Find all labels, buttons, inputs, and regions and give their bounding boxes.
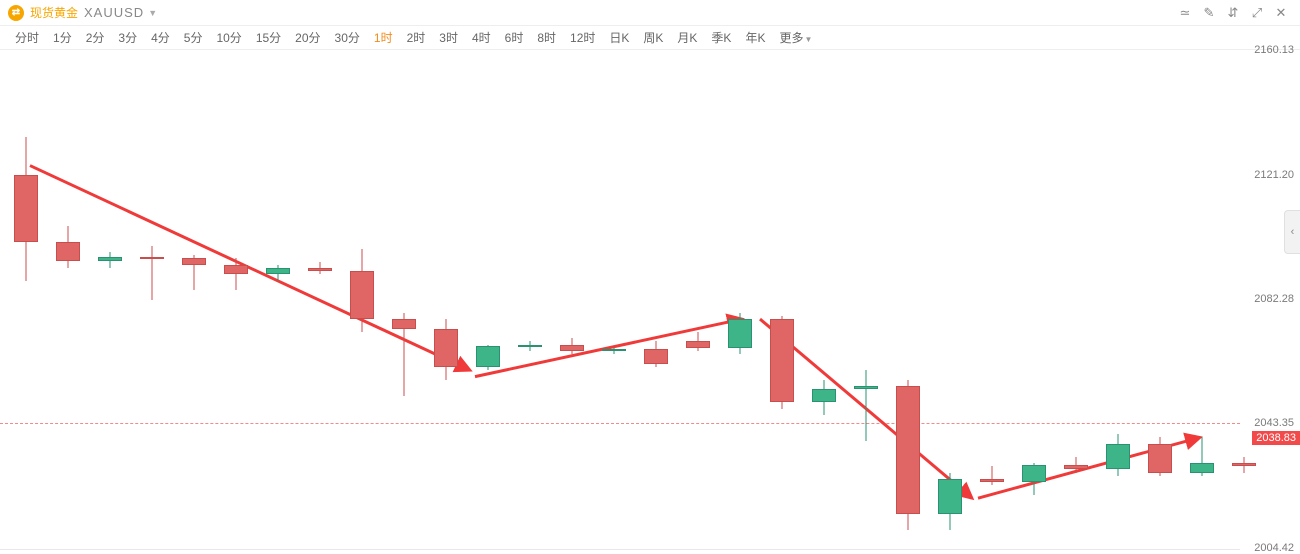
candle[interactable]: [728, 50, 752, 548]
y-axis: 2038.83 2160.132121.202082.282043.352004…: [1240, 50, 1300, 548]
timeframe-月K[interactable]: 月K: [672, 29, 702, 46]
timeframe-8时[interactable]: 8时: [532, 29, 561, 46]
candle[interactable]: [770, 50, 794, 548]
candle[interactable]: [812, 50, 836, 548]
candle[interactable]: [392, 50, 416, 548]
close-icon[interactable]: ✕: [1270, 3, 1292, 23]
timeframe-3分[interactable]: 3分: [113, 29, 142, 46]
candle[interactable]: [1064, 50, 1088, 548]
timeframe-1分[interactable]: 1分: [48, 29, 77, 46]
chevron-left-icon: ‹: [1291, 226, 1295, 238]
candle[interactable]: [560, 50, 584, 548]
timeframe-日K[interactable]: 日K: [604, 29, 634, 46]
header-tools: ≃✎⇵⤢✕: [1174, 3, 1292, 23]
timeframe-12时[interactable]: 12时: [565, 29, 600, 46]
expand-sidebar-tab[interactable]: ‹: [1284, 210, 1300, 254]
candle[interactable]: [1022, 50, 1046, 548]
candle[interactable]: [938, 50, 962, 548]
timeframe-4时[interactable]: 4时: [467, 29, 496, 46]
candle[interactable]: [854, 50, 878, 548]
timeframe-6时[interactable]: 6时: [500, 29, 529, 46]
symbol-ticker: XAUUSD: [84, 5, 144, 20]
timeframe-2时[interactable]: 2时: [402, 29, 431, 46]
chart-canvas[interactable]: [0, 50, 1240, 548]
timeframe-3时[interactable]: 3时: [434, 29, 463, 46]
fullscreen-icon[interactable]: ⤢: [1246, 3, 1268, 23]
candle[interactable]: [1190, 50, 1214, 548]
y-tick-label: 2004.42: [1254, 542, 1294, 554]
timeframe-分时[interactable]: 分时: [10, 29, 44, 46]
candle[interactable]: [140, 50, 164, 548]
candle[interactable]: [98, 50, 122, 548]
current-price-tag: 2038.83: [1252, 431, 1300, 445]
candle[interactable]: [434, 50, 458, 548]
line-tool-icon[interactable]: ≃: [1174, 3, 1196, 23]
timeframe-15分[interactable]: 15分: [251, 29, 286, 46]
timeframe-季K[interactable]: 季K: [706, 29, 736, 46]
symbol-icon: ⇄: [8, 5, 24, 21]
y-tick-label: 2121.20: [1254, 169, 1294, 181]
y-tick-label: 2043.35: [1254, 417, 1294, 429]
candle[interactable]: [686, 50, 710, 548]
y-tick-label: 2160.13: [1254, 44, 1294, 56]
candle[interactable]: [476, 50, 500, 548]
timeframe-周K[interactable]: 周K: [638, 29, 668, 46]
timeframe-4分[interactable]: 4分: [146, 29, 175, 46]
timeframe-5分[interactable]: 5分: [179, 29, 208, 46]
timeframe-2分[interactable]: 2分: [81, 29, 110, 46]
candle[interactable]: [1106, 50, 1130, 548]
candle[interactable]: [308, 50, 332, 548]
candle[interactable]: [350, 50, 374, 548]
timeframe-30分[interactable]: 30分: [330, 29, 365, 46]
adjust-icon[interactable]: ⇵: [1222, 3, 1244, 23]
edit-icon[interactable]: ✎: [1198, 3, 1220, 23]
timeframe-bar: 分时1分2分3分4分5分10分 15分20分 30分1时2时3时4时6时8时12时日…: [0, 26, 1300, 50]
candle[interactable]: [518, 50, 542, 548]
timeframe-1时[interactable]: 1时: [369, 29, 398, 46]
candle[interactable]: [182, 50, 206, 548]
symbol-name[interactable]: 现货黄金: [30, 4, 78, 21]
candle[interactable]: [896, 50, 920, 548]
candle[interactable]: [266, 50, 290, 548]
candle[interactable]: [1148, 50, 1172, 548]
timeframe-更多[interactable]: 更多▼: [774, 29, 817, 46]
symbol-dropdown-caret[interactable]: ▼: [148, 8, 157, 18]
timeframe-10分[interactable]: 10分: [211, 29, 246, 46]
chart-header: ⇄ 现货黄金 XAUUSD ▼ ≃✎⇵⤢✕: [0, 0, 1300, 26]
candle[interactable]: [14, 50, 38, 548]
y-tick-label: 2082.28: [1254, 293, 1294, 305]
candle[interactable]: [56, 50, 80, 548]
candle[interactable]: [980, 50, 1004, 548]
candle[interactable]: [602, 50, 626, 548]
timeframe-20分[interactable]: 20分: [290, 29, 325, 46]
chart-bottom-border: [0, 549, 1240, 550]
timeframe-年K[interactable]: 年K: [740, 29, 770, 46]
candle[interactable]: [644, 50, 668, 548]
more-caret-icon: ▼: [804, 35, 812, 44]
candle[interactable]: [224, 50, 248, 548]
